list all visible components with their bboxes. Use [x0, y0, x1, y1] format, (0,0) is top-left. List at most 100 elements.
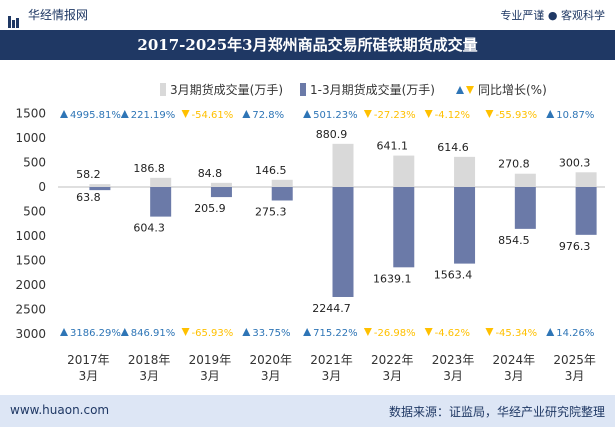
monthly-value-label: 614.6 — [437, 141, 469, 154]
logo-icon — [8, 9, 22, 28]
x-tick-label-month: 3月 — [565, 369, 585, 383]
cumulative-bar — [393, 187, 415, 268]
monthly-bar — [89, 184, 111, 187]
growth-cumulative-label: 715.22% — [313, 328, 358, 339]
up-triangle-icon — [60, 110, 68, 118]
footer: www.huaon.com 数据来源：证监局，华经产业研究院整理 — [0, 395, 615, 427]
x-tick-label-month: 3月 — [200, 369, 220, 383]
monthly-bar — [332, 143, 354, 187]
down-triangle-icon — [424, 328, 433, 336]
down-triangle-icon — [363, 328, 372, 336]
growth-monthly-label: -55.93% — [495, 110, 537, 121]
growth-monthly-label: -54.61% — [192, 110, 234, 121]
y-tick-label: 2000 — [15, 278, 46, 292]
website-link[interactable]: www.huaon.com — [10, 403, 110, 417]
value-labels: 58.2 63.8 186.8 604.3 84.8 205.9 146.5 275.3 880… — [76, 128, 590, 315]
cumulative-bar — [514, 187, 536, 229]
y-tick-label: 1500 — [15, 107, 46, 121]
monthly-value-label: 300.3 — [559, 156, 591, 169]
x-tick-label-month: 3月 — [261, 369, 281, 383]
monthly-value-label: 84.8 — [198, 167, 223, 180]
x-tick-label-month: 3月 — [79, 369, 99, 383]
legend-cumulative-label: 1-3月期货成交量(万手) — [310, 82, 435, 97]
site-name: 华经情报网 — [28, 8, 89, 22]
growth-monthly-label: 10.87% — [556, 110, 594, 121]
down-triangle-icon — [181, 110, 190, 118]
growth-cumulative-label: -4.62% — [435, 328, 470, 339]
y-tick-label: 1000 — [15, 131, 46, 145]
cumulative-value-label: 604.3 — [133, 222, 165, 235]
monthly-value-label: 270.8 — [498, 158, 530, 171]
legend-growth-label: 同比增长(%) — [478, 83, 547, 97]
monthly-bar — [150, 177, 172, 187]
x-tick-label-year: 2023年 — [432, 353, 475, 367]
x-tick-label-year: 2021年 — [310, 353, 353, 367]
cumulative-bar — [271, 187, 293, 201]
cumulative-bar — [210, 187, 232, 198]
data-source: 数据来源：证监局，华经产业研究院整理 — [388, 405, 605, 419]
down-triangle-icon — [424, 110, 433, 118]
growth-monthly-label: 72.8% — [252, 110, 284, 121]
x-tick-label-year: 2022年 — [371, 353, 414, 367]
y-tick-label: 500 — [23, 156, 46, 170]
slogan: 专业严谨 ● 客观科学 — [500, 9, 605, 22]
growth-cumulative-label: 33.75% — [252, 328, 290, 339]
monthly-value-label: 641.1 — [377, 140, 409, 153]
up-triangle-icon — [546, 110, 555, 118]
growth-cumulative-label: 14.26% — [556, 328, 594, 339]
bars — [89, 143, 597, 297]
y-tick-label: 1500 — [15, 254, 46, 268]
down-triangle-icon — [181, 328, 190, 336]
x-axis: 2017年 3月 2018年 3月 2019年 3月 2020年 3月 2021年 3月 2022年… — [67, 353, 596, 383]
monthly-value-label: 186.8 — [133, 162, 165, 175]
cumulative-value-label: 63.8 — [76, 191, 101, 204]
down-triangle-icon — [363, 110, 372, 118]
monthly-bar — [271, 179, 293, 187]
y-axis: 1500 1000 500 0 500 1000 1500 2000 2500 3000 — [15, 107, 605, 341]
legend-monthly-swatch — [160, 83, 166, 96]
x-tick-label-year: 2018年 — [128, 353, 171, 367]
cumulative-bar — [150, 187, 172, 217]
growth-monthly-label: -4.12% — [435, 110, 470, 121]
up-triangle-icon — [303, 110, 312, 118]
legend-cumulative-swatch — [300, 83, 306, 96]
growth-monthly-label: 4995.81% — [70, 110, 121, 121]
growth-monthly-label: 221.19% — [131, 110, 176, 121]
y-tick-label: 1000 — [15, 229, 46, 243]
growth-cumulative-label: -45.34% — [495, 328, 537, 339]
cumulative-value-label: 854.5 — [498, 234, 530, 247]
down-triangle-icon — [485, 328, 494, 336]
cumulative-value-label: 1639.1 — [373, 272, 412, 285]
up-triangle-icon — [242, 328, 251, 336]
cumulative-value-label: 275.3 — [255, 205, 287, 218]
legend-down-triangle-icon — [466, 86, 474, 94]
y-tick-label: 500 — [23, 205, 46, 219]
growth-cumulative-label: 846.91% — [131, 328, 176, 339]
growth-labels: 4995.81% 3186.29% 221.19% 846.91% -54.61% -65… — [60, 110, 594, 339]
growth-cumulative-label: -65.93% — [192, 328, 234, 339]
x-tick-label-year: 2024年 — [493, 353, 536, 367]
down-triangle-icon — [485, 110, 494, 118]
x-tick-label-year: 2019年 — [189, 353, 232, 367]
growth-monthly-label: 501.23% — [313, 110, 358, 121]
monthly-bar — [575, 172, 597, 187]
legend: 3月期货成交量(万手) 1-3月期货成交量(万手) 同比增长(%) — [160, 82, 547, 97]
monthly-value-label: 146.5 — [255, 164, 287, 177]
cumulative-bar — [89, 187, 111, 191]
x-tick-label-month: 3月 — [443, 369, 463, 383]
y-tick-label: 0 — [38, 180, 46, 194]
x-tick-label-month: 3月 — [322, 369, 342, 383]
top-bar: 华经情报网 专业严谨 ● 客观科学 — [0, 0, 615, 28]
monthly-value-label: 58.2 — [76, 168, 101, 181]
cumulative-bar — [332, 187, 354, 297]
growth-cumulative-label: 3186.29% — [70, 328, 121, 339]
x-tick-label-month: 3月 — [139, 369, 159, 383]
monthly-bar — [210, 182, 232, 187]
growth-cumulative-label: -26.98% — [374, 328, 416, 339]
cumulative-value-label: 1563.4 — [434, 269, 473, 282]
x-tick-label-month: 3月 — [382, 369, 402, 383]
legend-up-triangle-icon — [456, 86, 464, 94]
up-triangle-icon — [303, 328, 312, 336]
y-tick-label: 2500 — [15, 303, 46, 317]
chart-area: 3月期货成交量(万手) 1-3月期货成交量(万手) 同比增长(%) 1500 10… — [15, 82, 605, 383]
